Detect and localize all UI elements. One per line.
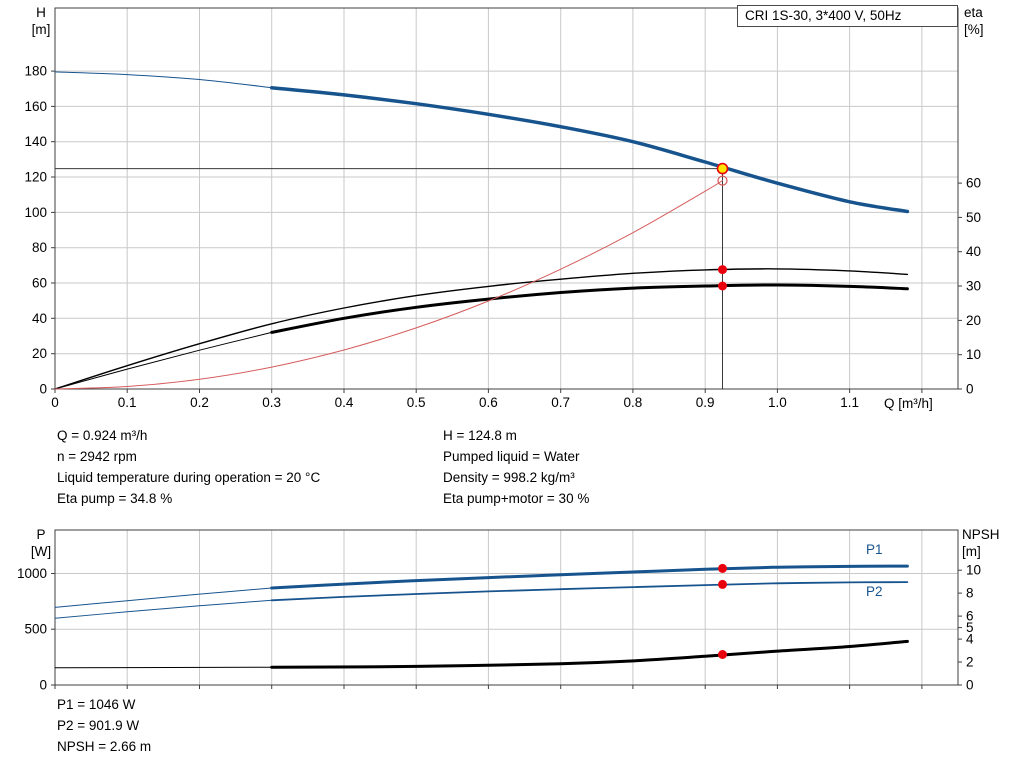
svg-text:500: 500 bbox=[24, 622, 47, 637]
svg-text:1.0: 1.0 bbox=[768, 395, 787, 410]
eta-axis-label-unit: [%] bbox=[964, 22, 984, 37]
flow-value-text: Q = 0.924 m³/h bbox=[57, 428, 148, 443]
svg-text:0: 0 bbox=[51, 395, 59, 410]
svg-text:0: 0 bbox=[39, 678, 47, 693]
q-axis-label: Q [m³/h] bbox=[884, 396, 933, 411]
svg-text:50: 50 bbox=[966, 210, 981, 225]
eta-axis-label: eta [%] bbox=[964, 4, 984, 38]
svg-text:5: 5 bbox=[966, 620, 974, 635]
head-value-text: H = 124.8 m bbox=[443, 428, 517, 443]
svg-text:100: 100 bbox=[24, 205, 47, 220]
pump-model-title: CRI 1S-30, 3*400 V, 50Hz bbox=[737, 5, 958, 27]
h-axis-label-symbol: H bbox=[36, 5, 46, 20]
svg-text:10: 10 bbox=[966, 563, 981, 578]
npsh-axis-label-unit: [m] bbox=[962, 544, 981, 559]
svg-text:0: 0 bbox=[39, 382, 47, 397]
svg-text:30: 30 bbox=[966, 279, 981, 294]
svg-text:120: 120 bbox=[24, 170, 47, 185]
p1-curve-label: P1 bbox=[866, 542, 883, 557]
svg-text:180: 180 bbox=[24, 64, 47, 79]
density-text: Density = 998.2 kg/m³ bbox=[443, 470, 575, 485]
svg-text:10: 10 bbox=[966, 347, 981, 362]
operating-data-left-column: Q = 0.924 m³/h n = 2942 rpm Liquid tempe… bbox=[57, 428, 320, 512]
svg-text:8: 8 bbox=[966, 586, 974, 601]
svg-text:0.3: 0.3 bbox=[262, 395, 281, 410]
svg-text:0: 0 bbox=[966, 678, 974, 693]
h-axis-label-unit: [m] bbox=[31, 22, 51, 37]
p-axis-label: P [W] bbox=[22, 526, 60, 560]
speed-value-text: n = 2942 rpm bbox=[57, 449, 137, 464]
liquid-temperature-text: Liquid temperature during operation = 20… bbox=[57, 470, 321, 485]
p-axis-label-unit: [W] bbox=[30, 544, 52, 559]
svg-text:60: 60 bbox=[966, 176, 981, 191]
svg-text:1.1: 1.1 bbox=[840, 395, 859, 410]
svg-text:160: 160 bbox=[24, 99, 47, 114]
p2-curve-label: P2 bbox=[866, 584, 883, 599]
svg-text:6: 6 bbox=[966, 609, 974, 624]
pumped-liquid-text: Pumped liquid = Water bbox=[443, 449, 580, 464]
svg-text:40: 40 bbox=[966, 244, 981, 259]
p1-result-text: P1 = 1046 W bbox=[57, 697, 136, 712]
svg-text:4: 4 bbox=[966, 632, 974, 647]
svg-text:140: 140 bbox=[24, 134, 47, 149]
svg-text:2: 2 bbox=[966, 655, 974, 670]
h-axis-label: H [m] bbox=[22, 4, 60, 38]
svg-text:0.8: 0.8 bbox=[624, 395, 643, 410]
eta-pump-motor-text: Eta pump+motor = 30 % bbox=[443, 491, 590, 506]
npsh-axis-label: NPSH [m] bbox=[962, 526, 1000, 560]
eta-axis-label-symbol: eta bbox=[964, 5, 983, 20]
operating-data-right-column: H = 124.8 m Pumped liquid = Water Densit… bbox=[443, 428, 589, 512]
result-values: P1 = 1046 W P2 = 901.9 W NPSH = 2.66 m bbox=[57, 697, 151, 760]
svg-text:0.5: 0.5 bbox=[407, 395, 426, 410]
svg-text:0.6: 0.6 bbox=[479, 395, 498, 410]
svg-text:0.2: 0.2 bbox=[190, 395, 209, 410]
svg-text:80: 80 bbox=[32, 240, 47, 255]
svg-text:20: 20 bbox=[966, 313, 981, 328]
svg-text:40: 40 bbox=[32, 311, 47, 326]
svg-text:60: 60 bbox=[32, 276, 47, 291]
svg-text:1000: 1000 bbox=[17, 566, 47, 581]
svg-text:0.1: 0.1 bbox=[118, 395, 137, 410]
svg-text:0.9: 0.9 bbox=[696, 395, 715, 410]
svg-text:20: 20 bbox=[32, 346, 47, 361]
npsh-axis-label-symbol: NPSH bbox=[962, 527, 1000, 542]
svg-text:0: 0 bbox=[966, 382, 974, 397]
eta-pump-text: Eta pump = 34.8 % bbox=[57, 491, 173, 506]
p2-result-text: P2 = 901.9 W bbox=[57, 718, 140, 733]
p-axis-label-symbol: P bbox=[36, 527, 46, 542]
svg-text:0.4: 0.4 bbox=[335, 395, 354, 410]
npsh-result-text: NPSH = 2.66 m bbox=[57, 739, 152, 754]
svg-text:0.7: 0.7 bbox=[551, 395, 570, 410]
